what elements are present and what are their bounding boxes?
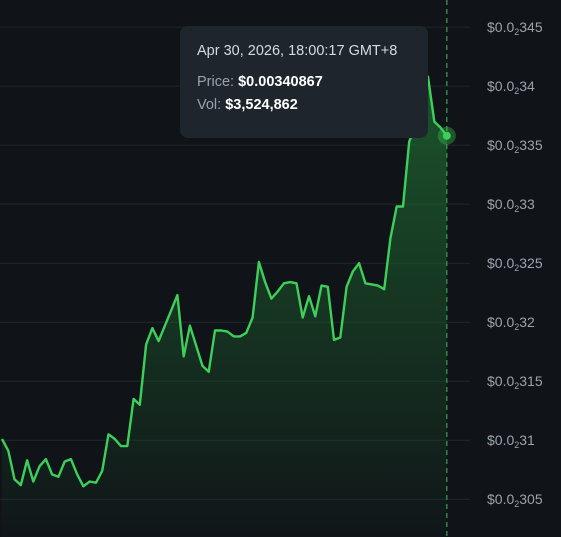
price-point bbox=[169, 308, 173, 312]
price-point bbox=[163, 324, 167, 328]
y-tick-label: $0.02335 bbox=[487, 137, 543, 156]
price-point bbox=[31, 480, 35, 484]
price-point bbox=[282, 281, 286, 285]
price-point bbox=[257, 260, 261, 264]
price-point bbox=[263, 280, 267, 284]
y-tick-label: $0.0232 bbox=[487, 314, 535, 333]
y-tick-label: $0.0231 bbox=[487, 432, 535, 451]
price-point bbox=[320, 284, 324, 288]
price-point bbox=[150, 326, 154, 330]
price-line bbox=[0, 75, 448, 488]
y-tick-label: $0.02315 bbox=[487, 373, 543, 392]
price-point bbox=[432, 120, 436, 124]
price-point bbox=[44, 457, 48, 461]
price-point bbox=[232, 334, 236, 338]
price-point bbox=[351, 269, 355, 273]
y-tick-label: $0.0233 bbox=[487, 196, 535, 215]
price-point bbox=[188, 324, 192, 328]
price-point bbox=[0, 437, 4, 441]
price-point bbox=[276, 290, 280, 294]
price-point bbox=[219, 328, 223, 332]
price-point bbox=[376, 284, 380, 288]
price-point bbox=[395, 205, 399, 209]
hover-point[interactable] bbox=[442, 131, 451, 140]
tooltip-price-label: Price: bbox=[197, 74, 235, 90]
price-point bbox=[138, 403, 142, 407]
price-point bbox=[113, 437, 117, 441]
y-tick-label: $0.02325 bbox=[487, 255, 543, 274]
price-point bbox=[100, 469, 104, 473]
price-area-fill bbox=[2, 76, 447, 537]
y-tick-label: $0.0234 bbox=[487, 78, 535, 97]
price-point bbox=[313, 314, 317, 318]
price-point bbox=[63, 459, 67, 463]
tooltip-vol-value: $3,524,862 bbox=[225, 97, 298, 113]
y-tick-label: $0.02305 bbox=[487, 491, 543, 510]
price-point bbox=[301, 315, 305, 319]
price-point bbox=[269, 297, 273, 301]
price-point bbox=[69, 457, 73, 461]
price-point bbox=[370, 282, 374, 286]
price-point bbox=[288, 280, 292, 284]
y-tick-label: $0.02345 bbox=[487, 19, 543, 38]
price-point bbox=[50, 472, 54, 476]
price-point bbox=[144, 343, 148, 347]
price-point bbox=[338, 336, 342, 340]
price-point bbox=[119, 444, 123, 448]
tooltip-date: Apr 30, 2026, 18:00:17 GMT+8 bbox=[197, 43, 398, 59]
price-point bbox=[25, 458, 29, 462]
price-point bbox=[107, 432, 111, 436]
price-point bbox=[56, 475, 60, 479]
price-point bbox=[332, 338, 336, 342]
price-point bbox=[244, 331, 248, 335]
price-point bbox=[157, 339, 161, 343]
price-point bbox=[388, 236, 392, 240]
price-point bbox=[213, 328, 217, 332]
tooltip-vol-label: Vol: bbox=[197, 97, 222, 113]
price-point bbox=[251, 315, 255, 319]
price-point bbox=[125, 444, 129, 448]
tooltip-price-value: $0.00340867 bbox=[238, 74, 323, 90]
price-point bbox=[382, 287, 386, 291]
price-point bbox=[238, 334, 242, 338]
price-point bbox=[6, 449, 10, 453]
price-tooltip: Apr 30, 2026, 18:00:17 GMT+8 Price: $0.0… bbox=[180, 26, 428, 138]
price-point bbox=[207, 370, 211, 374]
price-point bbox=[307, 294, 311, 298]
price-point bbox=[38, 464, 42, 468]
price-point bbox=[357, 261, 361, 265]
price-point bbox=[345, 285, 349, 289]
price-point bbox=[294, 281, 298, 285]
price-point bbox=[401, 205, 405, 209]
tooltip-price-row: Price: $0.00340867 bbox=[197, 74, 411, 90]
tooltip-vol-row: Vol: $3,524,862 bbox=[197, 97, 411, 113]
price-point bbox=[88, 480, 92, 484]
price-point bbox=[19, 483, 23, 487]
price-point bbox=[445, 134, 449, 138]
price-point bbox=[81, 484, 85, 488]
price-point bbox=[182, 354, 186, 358]
price-point bbox=[326, 285, 330, 289]
price-point bbox=[363, 281, 367, 285]
price-point bbox=[439, 125, 443, 129]
price-point bbox=[94, 481, 98, 485]
price-point bbox=[13, 477, 17, 481]
price-point bbox=[226, 330, 230, 334]
price-point bbox=[132, 397, 136, 401]
price-point bbox=[75, 472, 79, 476]
price-point bbox=[175, 293, 179, 297]
price-point bbox=[194, 344, 198, 348]
price-point bbox=[407, 140, 411, 144]
price-point bbox=[200, 364, 204, 368]
